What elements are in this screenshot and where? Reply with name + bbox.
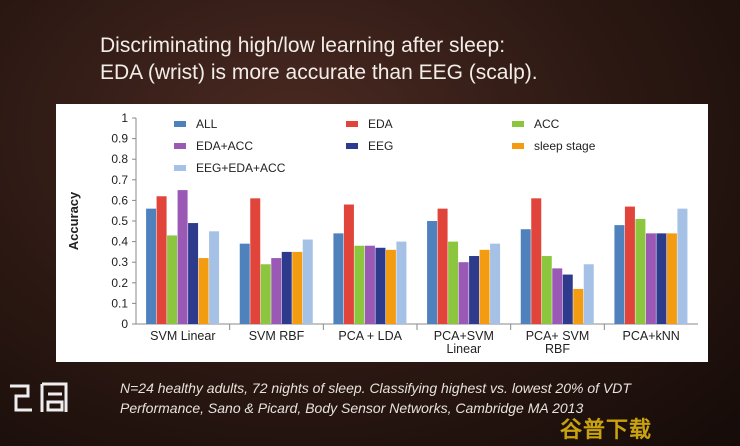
bar xyxy=(427,221,438,324)
bar xyxy=(490,243,501,324)
x-tick-label: PCA + LDA xyxy=(338,329,402,343)
watermark-logo: 谷普下载 xyxy=(560,417,653,442)
legend-swatch xyxy=(346,143,358,149)
bar xyxy=(209,231,220,324)
bar xyxy=(573,288,584,324)
title-line-2: EDA (wrist) is more accurate than EEG (s… xyxy=(100,61,538,84)
bar xyxy=(666,233,677,324)
slide-title: Discriminating high/low learning after s… xyxy=(100,32,720,86)
bar xyxy=(437,208,448,324)
bar xyxy=(396,241,407,324)
legend-swatch xyxy=(174,165,186,171)
bar xyxy=(520,229,531,324)
bar xyxy=(302,239,313,324)
title-line-1: Discriminating high/low learning after s… xyxy=(100,34,506,57)
legend-swatch xyxy=(174,143,186,149)
legend-swatch xyxy=(346,121,358,127)
x-tick-label: PCA+SVM xyxy=(434,329,494,343)
y-tick-label: 0 xyxy=(121,317,128,331)
y-tick-label: 0.9 xyxy=(111,132,128,146)
bar xyxy=(250,198,261,324)
bar xyxy=(645,233,656,324)
x-tick-label: SVM RBF xyxy=(249,329,305,343)
bar xyxy=(479,249,490,324)
y-tick-label: 0.8 xyxy=(111,152,128,166)
bar xyxy=(281,251,292,324)
bar xyxy=(562,274,573,324)
citation-footer: N=24 healthy adults, 72 nights of sleep.… xyxy=(120,378,730,418)
bar xyxy=(146,208,157,324)
bar xyxy=(177,190,188,324)
bar xyxy=(541,256,552,324)
bar xyxy=(198,258,209,324)
legend-label: EDA+ACC xyxy=(196,139,253,153)
legend-swatch xyxy=(512,121,524,127)
y-tick-label: 0.4 xyxy=(111,235,128,249)
x-tick-label: PCA+ SVM xyxy=(526,329,590,343)
bar xyxy=(239,243,250,324)
legend-label: EDA xyxy=(368,117,393,131)
bar xyxy=(531,198,542,324)
bar xyxy=(385,249,396,324)
y-tick-label: 0.3 xyxy=(111,255,128,269)
bar xyxy=(354,245,365,324)
bar xyxy=(656,233,667,324)
bar xyxy=(458,262,469,324)
y-tick-label: 0.5 xyxy=(111,214,128,228)
footer-line-2: Performance, Sano & Picard, Body Sensor … xyxy=(120,400,584,416)
x-tick-label: RBF xyxy=(545,342,570,356)
legend-label: EEG+EDA+ACC xyxy=(196,161,286,175)
bar xyxy=(677,208,688,324)
x-tick-label: SVM Linear xyxy=(150,329,215,343)
x-tick-label: Linear xyxy=(446,342,481,356)
chart-panel: 0 0.1 0.2 0.3 0.4 0.5 0.6 0.7 0.8 0.9 1 Accuracy SVM… xyxy=(56,104,708,362)
bar xyxy=(188,223,199,324)
y-tick-label: 1 xyxy=(121,111,128,125)
bar-chart: 0 0.1 0.2 0.3 0.4 0.5 0.6 0.7 0.8 0.9 1 Accuracy SVM… xyxy=(66,111,698,356)
legend-label: sleep stage xyxy=(534,139,596,153)
bar xyxy=(448,241,459,324)
legend-label: EEG xyxy=(368,139,393,153)
bar xyxy=(614,225,625,324)
bar xyxy=(156,196,167,324)
bar xyxy=(292,251,303,324)
y-tick-label: 0.6 xyxy=(111,193,128,207)
x-tick-label: PCA+kNN xyxy=(623,329,680,343)
bar xyxy=(271,258,282,324)
bar xyxy=(260,264,271,324)
bar xyxy=(624,206,635,324)
logo-icon xyxy=(10,382,68,412)
y-tick-label: 0.2 xyxy=(111,276,128,290)
footer-line-1: N=24 healthy adults, 72 nights of sleep.… xyxy=(120,380,631,396)
y-tick-label: 0.7 xyxy=(111,173,128,187)
bar xyxy=(635,218,646,324)
bar xyxy=(583,264,594,324)
legend-label: ACC xyxy=(534,117,560,131)
bar xyxy=(333,233,344,324)
legend-label: ALL xyxy=(196,117,218,131)
legend-swatch xyxy=(512,143,524,149)
y-axis-label: Accuracy xyxy=(66,191,81,250)
bar xyxy=(167,235,178,324)
bar xyxy=(364,245,375,324)
bar xyxy=(375,247,386,324)
legend-swatch xyxy=(174,121,186,127)
bar xyxy=(343,204,354,324)
y-tick-label: 0.1 xyxy=(111,296,128,310)
bar xyxy=(469,256,480,324)
bar xyxy=(552,268,563,324)
